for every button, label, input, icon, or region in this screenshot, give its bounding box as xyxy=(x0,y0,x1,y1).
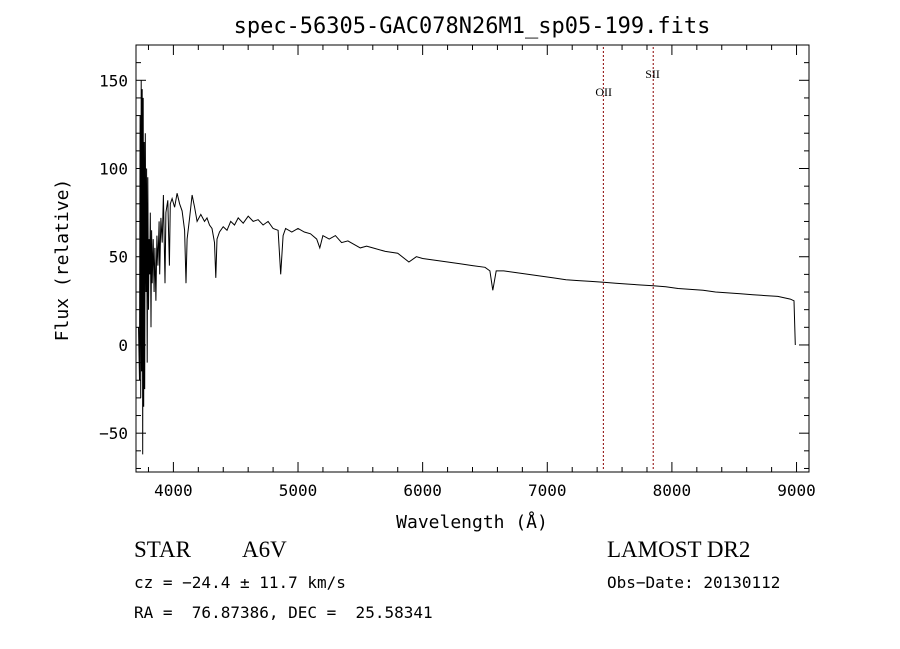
object-class: STAR xyxy=(134,537,191,562)
x-axis-label: Wavelength (Å) xyxy=(396,511,548,533)
spectrum-line xyxy=(138,80,796,455)
object-subclass: A6V xyxy=(242,537,287,562)
plot-frame xyxy=(135,44,810,473)
emission-line-markers: OII SII xyxy=(595,47,660,470)
y-tick-label: 150 xyxy=(99,71,128,90)
coordinates: RA = 76.87386, DEC = 25.58341 xyxy=(134,603,433,622)
x-tick-label: 9000 xyxy=(777,481,816,500)
observation-date: Obs−Date: 20130112 xyxy=(607,573,781,592)
emission-line-label: OII xyxy=(595,85,612,99)
y-tick-label: 0 xyxy=(118,336,128,355)
emission-line-label: SII xyxy=(645,67,660,81)
y-tick-label: −50 xyxy=(99,424,128,443)
x-tick-label: 4000 xyxy=(154,481,193,500)
chart-title: spec-56305-GAC078N26M1_sp05-199.fits xyxy=(234,14,711,39)
y-tick-label: 100 xyxy=(99,160,128,179)
axis-ticks: 4000 5000 6000 7000 8000 9000 −50 0 50 100 150 xyxy=(99,44,816,500)
x-tick-label: 5000 xyxy=(279,481,318,500)
y-tick-label: 50 xyxy=(109,248,128,267)
x-tick-label: 7000 xyxy=(528,481,567,500)
x-tick-label: 6000 xyxy=(403,481,442,500)
survey-name: LAMOST DR2 xyxy=(607,537,751,562)
redshift-value: cz = −24.4 ± 11.7 km/s xyxy=(134,573,346,592)
x-tick-label: 8000 xyxy=(653,481,692,500)
y-axis-label: Flux (relative) xyxy=(52,179,73,342)
